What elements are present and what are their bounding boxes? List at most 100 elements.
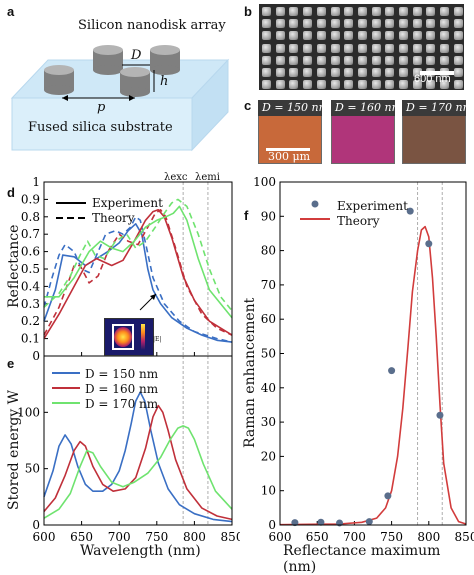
- sem-nanodisk: [371, 68, 381, 77]
- y-tick-label: 0.9: [21, 192, 40, 206]
- sem-nanodisk: [275, 80, 285, 90]
- sem-image: [259, 4, 464, 90]
- panel-letter-b: b: [244, 4, 252, 19]
- sem-nanodisk: [316, 80, 326, 90]
- experiment-point: [317, 518, 325, 526]
- y-tick-label: 80: [261, 244, 276, 258]
- sem-nanodisk: [412, 43, 422, 53]
- sem-nanodisk: [316, 68, 326, 77]
- sem-nanodisk: [289, 43, 299, 53]
- substrate-label: Fused silica substrate: [28, 120, 173, 135]
- sample-label-bg-150: [258, 100, 322, 116]
- sem-nanodisk: [426, 80, 436, 90]
- sem-nanodisk: [303, 68, 313, 77]
- sem-nanodisk: [371, 7, 381, 16]
- sample-label-bg-170: [402, 100, 466, 116]
- reflectance-max-axis-label: Reflectance maximum (nm): [283, 543, 441, 575]
- sem-nanodisk: [371, 43, 381, 53]
- x-tick-label: 750: [380, 530, 403, 544]
- legend-theory-label-d: Theory: [92, 211, 135, 225]
- plot-frame: [43, 356, 233, 526]
- y-tick-label: 50: [261, 347, 276, 361]
- reflectance-curve-170-solid: [44, 205, 233, 319]
- sem-nanodisk: [330, 19, 340, 29]
- optical-scale-label: 300 μm: [268, 150, 311, 163]
- nanodisk-1: [44, 65, 74, 95]
- sem-nanodisk: [412, 80, 422, 90]
- x-tick-label: 850: [455, 530, 474, 544]
- sem-nanodisk: [357, 68, 367, 77]
- inset-arrow-head: [150, 294, 156, 300]
- raman-axis-label: Raman enhancement: [242, 297, 258, 448]
- x-tick-label: 800: [417, 530, 440, 544]
- sem-scale-bar: [420, 71, 454, 75]
- sem-nanodisk: [357, 31, 367, 41]
- height-label: h: [160, 74, 169, 89]
- sem-nanodisk: [289, 55, 299, 65]
- sem-nanodisk: [289, 31, 299, 41]
- experiment-point: [436, 411, 444, 419]
- y-tick-label: 90: [261, 209, 276, 223]
- reflectance-axis-label: Reflectance: [6, 224, 22, 308]
- sem-nanodisk: [262, 31, 271, 41]
- stored-energy-curve-170: [43, 425, 233, 519]
- raman-chart: 600 650 700 750 800 850 0 10 20 30 40 50 60 70 80 90 100: [253, 175, 474, 544]
- sem-nanodisk: [330, 80, 340, 90]
- y-tick-label: 30: [261, 415, 276, 429]
- sem-nanodisk: [440, 31, 450, 41]
- sem-nanodisk: [385, 31, 395, 41]
- sem-nanodisk: [453, 80, 463, 90]
- y-tick-label: 0.8: [21, 210, 40, 224]
- sem-nanodisk: [412, 7, 422, 16]
- sem-nanodisk: [357, 80, 367, 90]
- y-tick-label: 1: [32, 175, 40, 189]
- panel-letter-c: c: [244, 98, 252, 113]
- sem-nanodisk: [289, 19, 299, 29]
- sample-label-bg-160: [331, 100, 395, 116]
- sem-nanodisk: [289, 80, 299, 90]
- y-tick-label: 100: [17, 405, 40, 419]
- experiment-point: [406, 207, 414, 215]
- stored-energy-chart: 600 650 700 750 800 850 0 50 100: [17, 356, 240, 544]
- sem-nanodisk: [412, 19, 422, 29]
- field-map-inset: [104, 318, 154, 356]
- sample-label-160: D = 160 nm: [335, 101, 403, 114]
- sem-nanodisk: [330, 43, 340, 53]
- x-tick-label: 850: [221, 530, 240, 544]
- sem-nanodisk: [440, 43, 450, 53]
- sem-nanodisk: [399, 43, 408, 53]
- y-tick-label: 0.4: [21, 279, 40, 293]
- legend-marker-experiment: [311, 200, 319, 208]
- sem-nanodisk: [371, 19, 381, 29]
- period-label: p: [97, 100, 106, 115]
- y-tick-label: 100: [253, 175, 276, 189]
- sem-nanodisk: [262, 7, 271, 16]
- sem-nanodisk: [440, 7, 450, 16]
- experiment-point: [365, 518, 373, 526]
- sem-scale-label: 600 nm: [414, 73, 451, 85]
- experiment-point: [384, 492, 392, 500]
- sem-nanodisk: [453, 68, 463, 77]
- sem-nanodisk: [330, 31, 340, 41]
- legend-experiment-label-d: Experiment: [92, 196, 163, 210]
- x-tick-label: 750: [145, 530, 168, 544]
- sample-label-170: D = 170 nm: [406, 101, 474, 114]
- sem-nanodisk: [426, 7, 436, 16]
- sem-nanodisk: [385, 43, 395, 53]
- sem-nanodisk: [330, 7, 340, 16]
- panel-letter-f: f: [244, 208, 249, 223]
- nanodisk-2: [93, 45, 123, 75]
- colorbar-label: |E|: [153, 336, 162, 343]
- sem-nanodisk: [344, 31, 354, 41]
- sem-nanodisk: [303, 55, 313, 65]
- nanodisk-4: [150, 45, 180, 75]
- y-tick-label: 0.5: [21, 262, 40, 276]
- sem-nanodisk: [275, 19, 285, 29]
- plot-frame: [279, 181, 467, 526]
- sem-nanodisk: [426, 55, 436, 65]
- sem-nanodisk: [412, 31, 422, 41]
- theory-curve: [279, 225, 467, 526]
- sem-nanodisk: [453, 43, 463, 53]
- sem-nanodisk: [453, 55, 463, 65]
- schematic-title: Silicon nanodisk array: [78, 18, 226, 33]
